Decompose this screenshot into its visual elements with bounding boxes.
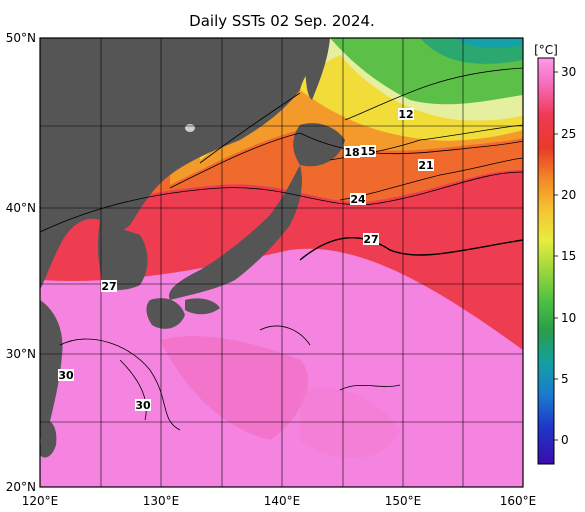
lon-label: 120°E <box>22 494 59 508</box>
latitude-axis: 50°N 40°N 30°N 20°N <box>6 31 36 494</box>
lat-label: 50°N <box>6 31 36 45</box>
lon-label: 150°E <box>385 494 422 508</box>
lat-label: 30°N <box>6 347 36 361</box>
isotherm-label: 27 <box>101 280 116 293</box>
map-title: Daily SSTs 02 Sep. 2024. <box>189 12 375 30</box>
lat-label: 20°N <box>6 480 36 494</box>
colorbar: [°C] 30 25 20 15 10 5 0 <box>534 43 576 465</box>
colorbar-tick: 30 <box>561 65 576 79</box>
colorbar-tick: 20 <box>561 188 576 202</box>
isotherm-labels: 12 18 15 21 24 27 27 30 30 <box>58 108 434 412</box>
isotherm-label: 27 <box>363 233 378 246</box>
colorbar-tick: 10 <box>561 311 576 325</box>
lon-label: 140°E <box>264 494 301 508</box>
colorbar-tick: 5 <box>561 372 569 386</box>
colorbar-tick: 25 <box>561 127 576 141</box>
graticule <box>40 38 523 487</box>
isotherm-label: 15 <box>360 145 375 158</box>
lat-label: 40°N <box>6 201 36 215</box>
isotherm-label: 30 <box>58 369 74 382</box>
colorbar-scale <box>537 57 555 465</box>
longitude-axis: 120°E 130°E 140°E 150°E 160°E <box>22 494 537 508</box>
isotherm-label: 18 <box>344 146 359 159</box>
map-frame <box>39 37 524 488</box>
isotherm-label: 12 <box>398 108 413 121</box>
colorbar-unit: [°C] <box>534 43 558 57</box>
colorbar-tick: 0 <box>561 433 569 447</box>
lon-label: 130°E <box>143 494 180 508</box>
isotherm-label: 21 <box>418 159 433 172</box>
colorbar-tick: 15 <box>561 249 576 263</box>
isotherm-label: 24 <box>350 193 366 206</box>
lon-label: 160°E <box>500 494 537 508</box>
isotherm-label: 30 <box>135 399 151 412</box>
